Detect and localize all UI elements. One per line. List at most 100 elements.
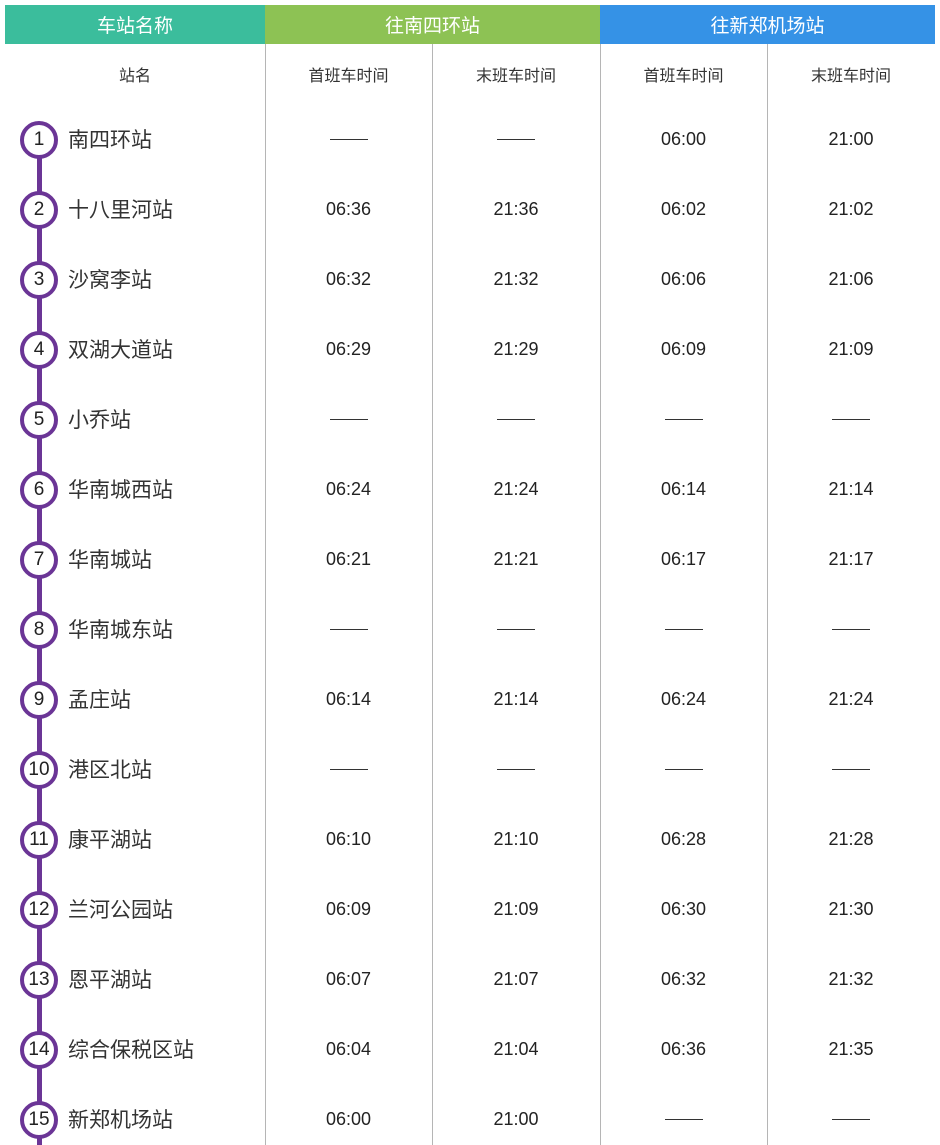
station-number-icon: 15 — [20, 1101, 58, 1139]
station-number-icon: 10 — [20, 751, 58, 789]
time-value: 06:36 — [325, 198, 372, 219]
time-cell: 21:14 — [767, 454, 935, 524]
time-cell: 21:21 — [432, 524, 600, 594]
station-name: 兰河公园站 — [68, 898, 173, 922]
no-service-dash — [329, 138, 368, 140]
no-service-dash — [832, 418, 870, 420]
no-service-dash — [497, 418, 535, 420]
time-value: 06:02 — [660, 198, 707, 219]
station-name: 康平湖站 — [68, 828, 152, 852]
time-value: 06:07 — [325, 968, 372, 989]
time-value: 06:10 — [325, 828, 372, 849]
time-cell — [265, 384, 432, 454]
time-cell: 06:32 — [265, 244, 432, 314]
header-to-xinzheng-airport: 往新郑机场站 — [600, 5, 935, 44]
table-row: 6 华南城西站 06:24 21:24 06:14 21:14 — [0, 454, 940, 524]
time-cell: 21:28 — [767, 804, 935, 874]
time-cell: 06:24 — [265, 454, 432, 524]
time-cell: 21:32 — [432, 244, 600, 314]
time-cell — [265, 594, 432, 664]
station-name: 华南城东站 — [68, 618, 173, 642]
time-value: 06:00 — [325, 1108, 372, 1129]
time-cell: 06:36 — [600, 1014, 767, 1084]
time-value: 21:17 — [828, 548, 874, 569]
time-cell — [432, 384, 600, 454]
station-name: 港区北站 — [68, 758, 152, 782]
station-name: 小乔站 — [68, 408, 131, 432]
station-number-icon: 14 — [20, 1031, 58, 1069]
time-value: 06:06 — [660, 268, 707, 289]
time-value: 06:17 — [660, 548, 707, 569]
station-name: 华南城西站 — [68, 478, 173, 502]
station-number-icon: 11 — [20, 821, 58, 859]
time-cell — [767, 734, 935, 804]
time-cell: 06:04 — [265, 1014, 432, 1084]
time-value: 21:14 — [493, 688, 539, 709]
time-cell: 21:00 — [767, 104, 935, 174]
time-value: 06:21 — [325, 548, 372, 569]
time-cell: 06:14 — [265, 664, 432, 734]
table-row: 9 孟庄站 06:14 21:14 06:24 21:24 — [0, 664, 940, 734]
table-row: 2 十八里河站 06:36 21:36 06:02 21:02 — [0, 174, 940, 244]
time-value: 06:32 — [660, 968, 707, 989]
station-name: 综合保税区站 — [68, 1038, 194, 1062]
time-value: 21:29 — [493, 338, 539, 359]
station-name: 新郑机场站 — [68, 1108, 173, 1132]
time-cell — [600, 1084, 767, 1145]
time-value: 06:30 — [660, 898, 707, 919]
time-value: 21:06 — [828, 268, 874, 289]
time-cell: 06:32 — [600, 944, 767, 1014]
station-number-icon: 2 — [20, 191, 58, 229]
divider — [265, 44, 266, 1145]
time-cell: 06:36 — [265, 174, 432, 244]
station-number-icon: 5 — [20, 401, 58, 439]
time-cell: 21:00 — [432, 1084, 600, 1145]
station-number-icon: 3 — [20, 261, 58, 299]
divider — [432, 44, 433, 1145]
subheader-first1: 首班车时间 — [308, 66, 389, 85]
subheader-first2: 首班车时间 — [643, 66, 724, 85]
table-row: 4 双湖大道站 06:29 21:29 06:09 21:09 — [0, 314, 940, 384]
time-value: 21:00 — [493, 1108, 539, 1129]
no-service-dash — [497, 138, 535, 140]
time-value: 06:14 — [660, 478, 707, 499]
time-value: 06:28 — [660, 828, 707, 849]
station-name: 恩平湖站 — [68, 968, 152, 992]
no-service-dash — [832, 628, 870, 630]
table-row: 11 康平湖站 06:10 21:10 06:28 21:28 — [0, 804, 940, 874]
time-cell — [432, 734, 600, 804]
time-cell — [767, 594, 935, 664]
header-to-nansihuan: 往南四环站 — [265, 5, 600, 44]
subheader-name: 站名 — [118, 66, 151, 85]
divider — [767, 44, 768, 1145]
station-name: 南四环站 — [68, 128, 152, 152]
no-service-dash — [329, 418, 368, 420]
station-number-icon: 6 — [20, 471, 58, 509]
table-row: 8 华南城东站 — [0, 594, 940, 664]
time-cell: 06:09 — [600, 314, 767, 384]
no-service-dash — [664, 768, 703, 770]
station-name: 双湖大道站 — [68, 338, 173, 362]
time-cell: 21:24 — [432, 454, 600, 524]
time-cell: 21:36 — [432, 174, 600, 244]
time-cell — [265, 104, 432, 174]
station-name: 华南城站 — [68, 548, 152, 572]
no-service-dash — [664, 418, 703, 420]
time-cell: 06:21 — [265, 524, 432, 594]
time-value: 06:09 — [660, 338, 707, 359]
time-value: 21:24 — [828, 688, 874, 709]
table-row: 12 兰河公园站 06:09 21:09 06:30 21:30 — [0, 874, 940, 944]
station-number-icon: 8 — [20, 611, 58, 649]
time-cell: 06:02 — [600, 174, 767, 244]
table-row: 13 恩平湖站 06:07 21:07 06:32 21:32 — [0, 944, 940, 1014]
station-name: 十八里河站 — [68, 198, 173, 222]
table-row: 3 沙窝李站 06:32 21:32 06:06 21:06 — [0, 244, 940, 314]
no-service-dash — [664, 628, 703, 630]
station-number-icon: 7 — [20, 541, 58, 579]
time-value: 21:02 — [828, 198, 874, 219]
time-value: 06:32 — [325, 268, 372, 289]
subheader-last2: 末班车时间 — [810, 66, 891, 85]
time-cell: 06:06 — [600, 244, 767, 314]
time-value: 21:28 — [828, 828, 874, 849]
